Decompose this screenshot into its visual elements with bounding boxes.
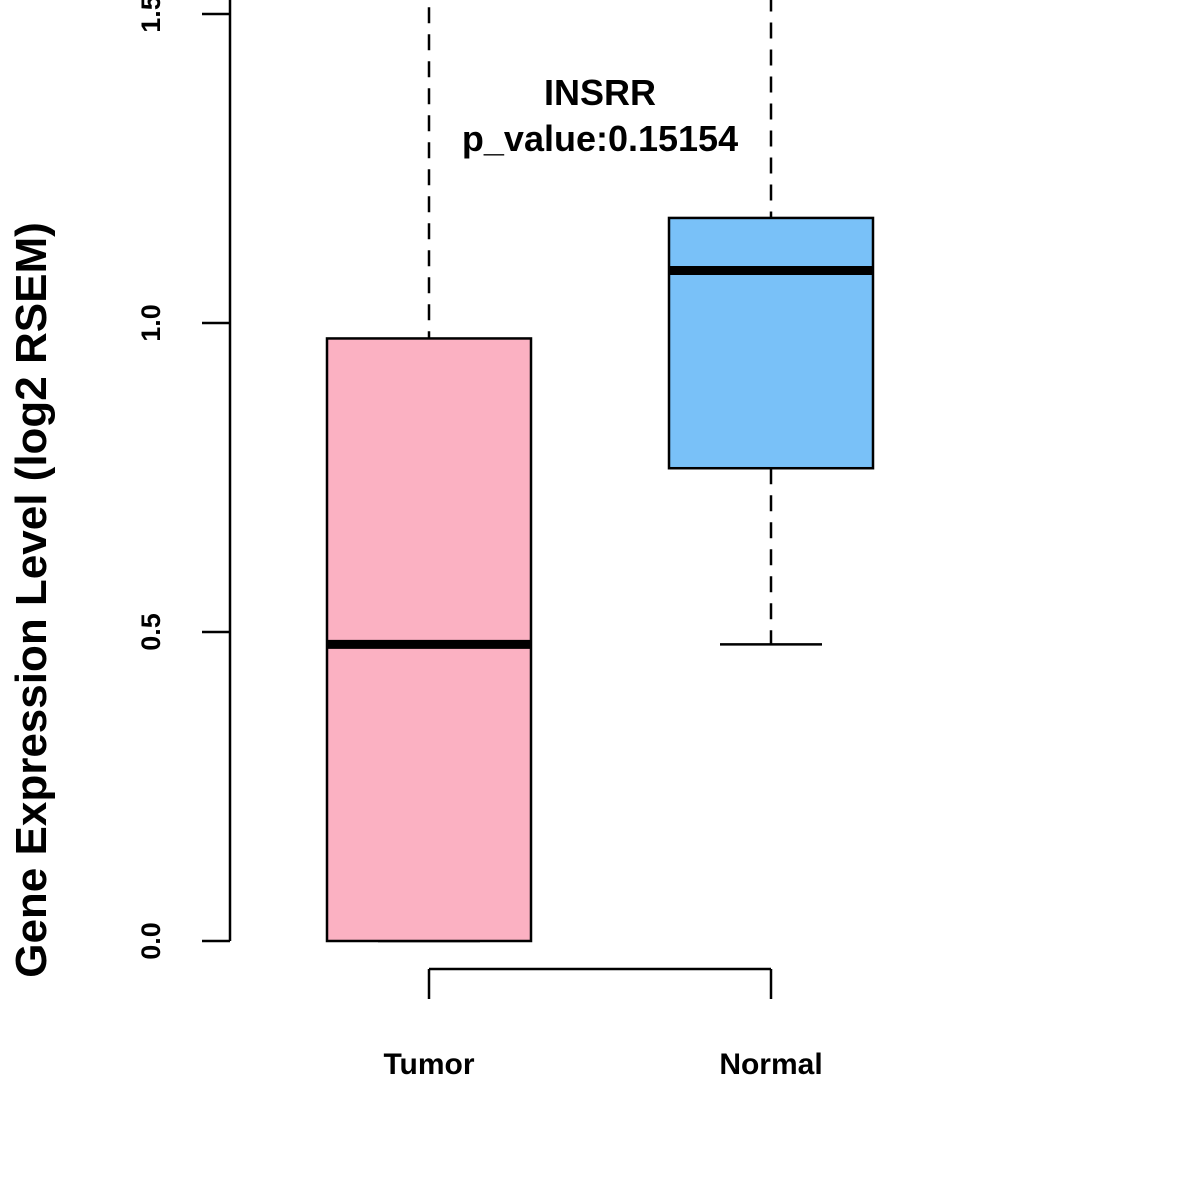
x-tick-label: Tumor <box>383 1048 474 1081</box>
y-tick-label: 1.0 <box>136 304 166 342</box>
iqr-box <box>325 337 533 943</box>
iqr-box <box>667 216 875 470</box>
y-tick-label: 0.5 <box>136 613 166 651</box>
box-normal <box>667 0 875 646</box>
y-tick-label: 1.5 <box>136 0 166 33</box>
chart-title: INSRR <box>544 72 656 113</box>
y-axis-label: Gene Expression Level (log2 RSEM) <box>7 222 56 978</box>
box-tumor <box>325 0 533 943</box>
boxes-group <box>325 0 875 943</box>
y-axis: 0.00.51.01.52.0 <box>136 0 232 960</box>
x-tick-label: Normal <box>719 1048 822 1081</box>
x-axis: Tumor Normal <box>383 967 823 1081</box>
y-tick-label: 0.0 <box>136 922 166 960</box>
chart-subtitle: p_value:0.15154 <box>462 118 738 159</box>
